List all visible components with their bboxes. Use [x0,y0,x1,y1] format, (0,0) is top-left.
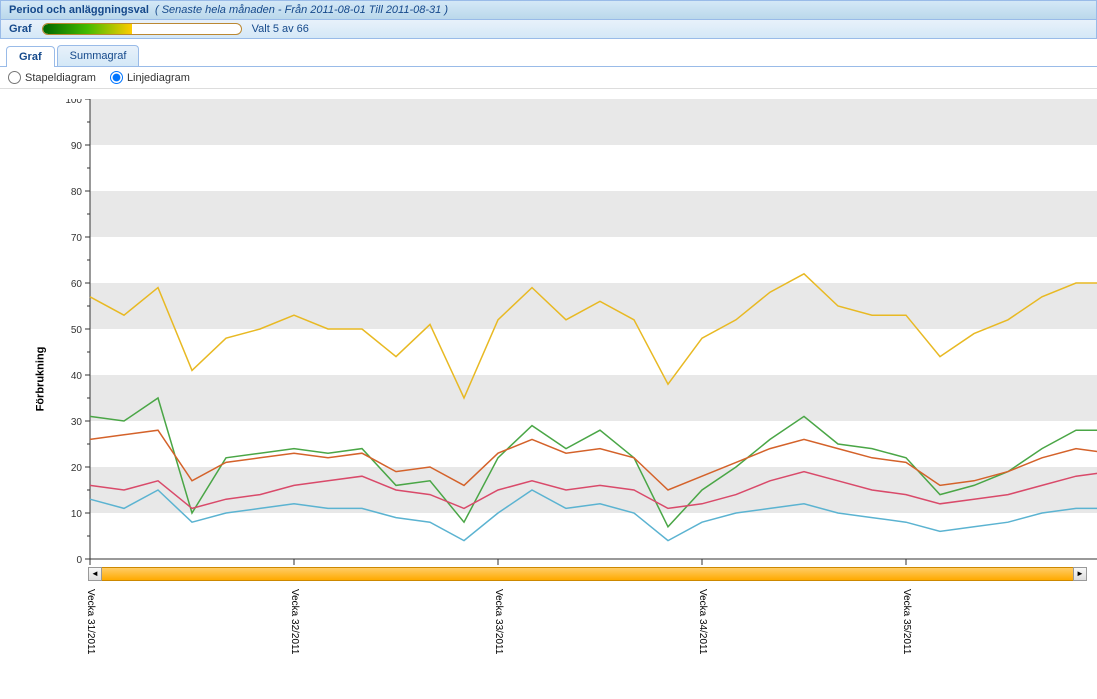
svg-text:20: 20 [71,463,83,474]
tab-summagraf[interactable]: Summagraf [57,45,140,66]
graf-label: Graf [9,23,32,35]
radio-linjediagram[interactable] [110,71,123,84]
chart-controls: Stapeldiagram Linjediagram [0,67,1097,89]
chart-scrollbar[interactable]: ◄ ► [88,567,1087,581]
chart-area: Förbrukning 0 10 20 30 40 50 60 70 80 90 100 ◄ ► V… [0,89,1097,669]
scroll-left-button[interactable]: ◄ [88,567,102,581]
y-axis-label: Förbrukning [34,347,46,412]
period-title: Period och anläggningsval [9,4,149,16]
svg-text:80: 80 [71,187,83,198]
line-chart: 0 10 20 30 40 50 60 70 80 90 100 [50,99,1097,569]
tab-row: Graf Summagraf [0,39,1097,67]
period-panel-header[interactable]: Period och anläggningsval ( Senaste hela… [0,0,1097,20]
scroll-right-button[interactable]: ► [1073,567,1087,581]
radio-linje-label: Linjediagram [127,72,190,84]
progress-bar [42,23,242,35]
svg-text:70: 70 [71,233,83,244]
svg-text:40: 40 [71,371,83,382]
period-subtitle: ( Senaste hela månaden - Från 2011-08-01… [155,4,448,16]
x-tick-label: Vecka 32/2011 [289,589,300,654]
svg-text:60: 60 [71,279,83,290]
scroll-track[interactable] [102,567,1073,581]
x-tick-label: Vecka 34/2011 [697,589,708,654]
x-tick-label: Vecka 35/2011 [901,589,912,654]
x-tick-label: Vecka 31/2011 [85,589,96,654]
progress-fill [43,24,132,34]
x-tick-label: Vecka 33/2011 [493,589,504,654]
radio-stapel-label: Stapeldiagram [25,72,96,84]
graf-panel-header[interactable]: Graf Valt 5 av 66 [0,20,1097,39]
radio-stapeldiagram[interactable] [8,71,21,84]
svg-text:30: 30 [71,417,83,428]
svg-text:0: 0 [76,555,82,566]
svg-text:100: 100 [65,99,82,106]
progress-text: Valt 5 av 66 [252,23,309,35]
svg-text:50: 50 [71,325,83,336]
tab-graf[interactable]: Graf [6,46,55,67]
svg-text:90: 90 [71,141,83,152]
svg-text:10: 10 [71,509,83,520]
